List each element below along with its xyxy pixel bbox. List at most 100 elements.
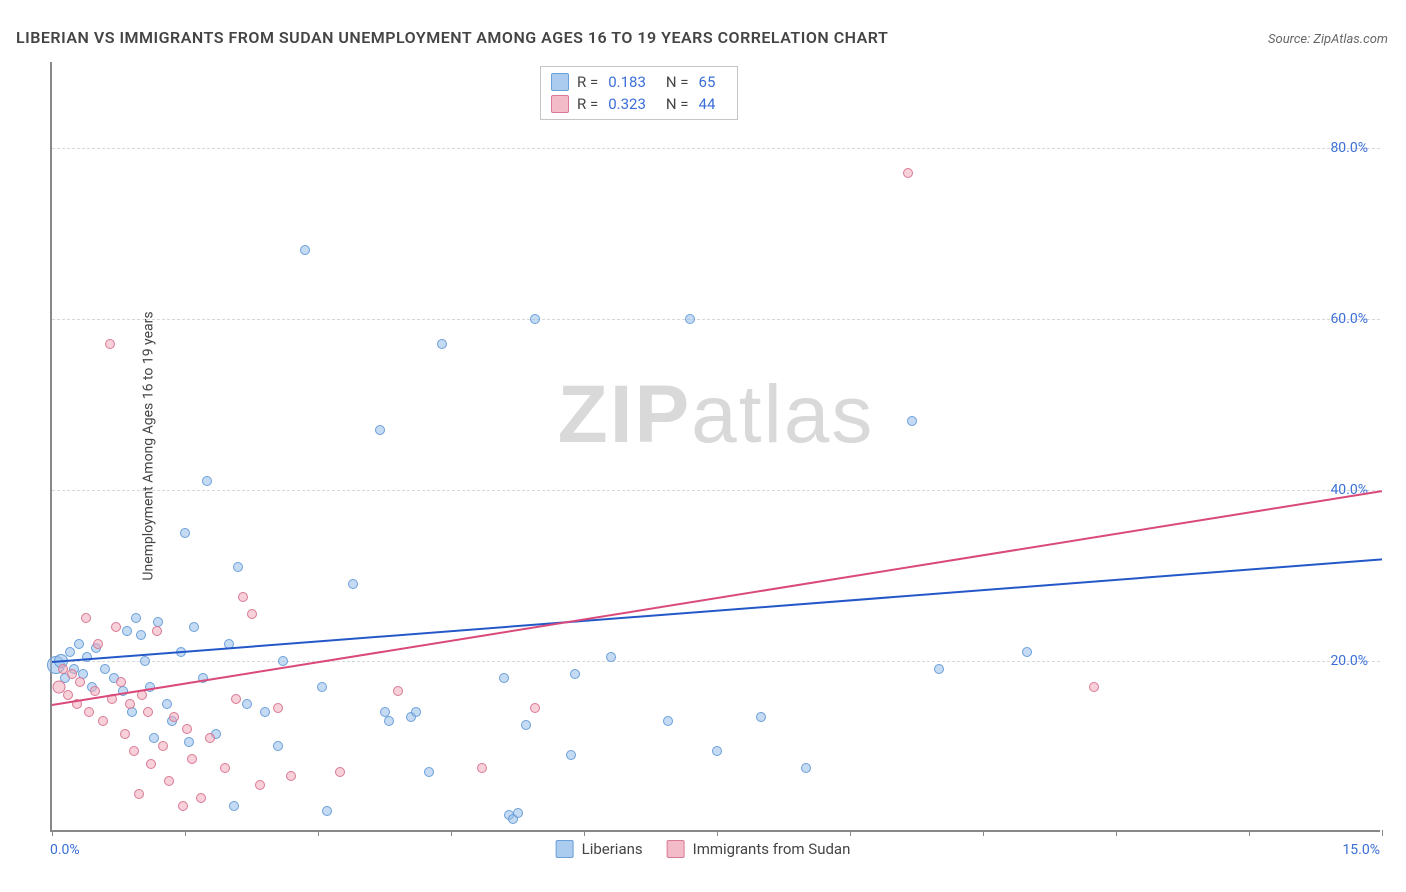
legend-swatch — [667, 840, 685, 858]
scatter-point — [286, 771, 296, 781]
x-tick — [584, 830, 585, 836]
scatter-point — [140, 656, 150, 666]
scatter-point — [182, 724, 192, 734]
legend-row: R = 0.183 N = 65 — [551, 71, 727, 93]
scatter-point — [903, 168, 913, 178]
scatter-point — [220, 763, 230, 773]
gridline — [52, 490, 1380, 491]
legend-swatch — [551, 73, 569, 91]
scatter-point — [663, 716, 673, 726]
scatter-point — [477, 763, 487, 773]
legend-series: LiberiansImmigrants from Sudan — [556, 840, 851, 858]
scatter-point — [260, 707, 270, 717]
scatter-point — [1089, 682, 1099, 692]
legend-r-label: R = — [577, 73, 598, 91]
scatter-point — [129, 746, 139, 756]
source-text: Source: ZipAtlas.com — [1268, 32, 1388, 47]
scatter-point — [178, 801, 188, 811]
watermark-light: atlas — [691, 369, 874, 460]
scatter-point — [273, 703, 283, 713]
x-tick — [1382, 830, 1383, 836]
legend-r-value: 0.323 — [608, 95, 646, 113]
scatter-point — [566, 750, 576, 760]
x-tick — [451, 830, 452, 836]
scatter-point — [348, 579, 358, 589]
legend-label: Liberians — [582, 840, 643, 858]
scatter-point — [411, 707, 421, 717]
legend-swatch — [556, 840, 574, 858]
scatter-point — [152, 626, 162, 636]
scatter-point — [606, 652, 616, 662]
legend-n-label: N = — [666, 95, 689, 113]
y-tick-label: 60.0% — [1330, 311, 1368, 327]
scatter-point — [134, 789, 144, 799]
scatter-point — [907, 416, 917, 426]
scatter-point — [685, 314, 695, 324]
watermark: ZIPatlas — [558, 368, 875, 462]
legend-r-label: R = — [577, 95, 598, 113]
x-axis-max-label: 15.0% — [1342, 842, 1380, 858]
scatter-point — [120, 729, 130, 739]
x-tick — [717, 830, 718, 836]
legend-n-label: N = — [666, 73, 689, 91]
scatter-point — [116, 677, 126, 687]
scatter-point — [84, 707, 94, 717]
scatter-point — [90, 686, 100, 696]
x-tick — [1116, 830, 1117, 836]
scatter-point — [75, 677, 85, 687]
scatter-point — [100, 664, 110, 674]
scatter-point — [63, 690, 73, 700]
scatter-point — [712, 746, 722, 756]
scatter-point — [322, 806, 332, 816]
scatter-point — [424, 767, 434, 777]
scatter-point — [98, 716, 108, 726]
x-tick — [185, 830, 186, 836]
scatter-point — [934, 664, 944, 674]
legend-swatch — [551, 95, 569, 113]
scatter-point — [105, 339, 115, 349]
scatter-point — [169, 712, 179, 722]
scatter-point — [278, 656, 288, 666]
scatter-point — [67, 669, 77, 679]
scatter-point — [205, 733, 215, 743]
chart-container: LIBERIAN VS IMMIGRANTS FROM SUDAN UNEMPL… — [0, 0, 1406, 892]
scatter-point — [136, 630, 146, 640]
scatter-point — [196, 793, 206, 803]
legend-n-value: 65 — [699, 73, 716, 91]
scatter-point — [131, 613, 141, 623]
scatter-point — [146, 759, 156, 769]
scatter-point — [233, 562, 243, 572]
legend-row: R = 0.323 N = 44 — [551, 93, 727, 115]
scatter-point — [300, 245, 310, 255]
scatter-point — [65, 647, 75, 657]
scatter-point — [125, 699, 135, 709]
y-tick-label: 20.0% — [1330, 653, 1368, 669]
scatter-point — [317, 682, 327, 692]
scatter-point — [127, 707, 137, 717]
gridline — [52, 661, 1380, 662]
plot-area: ZIPatlas 20.0%40.0%60.0%80.0% — [50, 62, 1380, 832]
scatter-point — [180, 528, 190, 538]
scatter-point — [143, 707, 153, 717]
x-axis-min-label: 0.0% — [50, 842, 80, 858]
scatter-point — [229, 801, 239, 811]
scatter-point — [93, 639, 103, 649]
legend-r-value: 0.183 — [608, 73, 646, 91]
legend-n-value: 44 — [699, 95, 716, 113]
scatter-point — [437, 339, 447, 349]
scatter-point — [238, 592, 248, 602]
scatter-point — [231, 694, 241, 704]
x-tick — [318, 830, 319, 836]
x-tick — [850, 830, 851, 836]
scatter-point — [74, 639, 84, 649]
gridline — [52, 319, 1380, 320]
scatter-point — [801, 763, 811, 773]
scatter-point — [81, 613, 91, 623]
x-tick — [983, 830, 984, 836]
scatter-point — [273, 741, 283, 751]
scatter-point — [513, 808, 523, 818]
scatter-point — [162, 699, 172, 709]
scatter-point — [122, 626, 132, 636]
scatter-point — [530, 703, 540, 713]
scatter-point — [384, 716, 394, 726]
